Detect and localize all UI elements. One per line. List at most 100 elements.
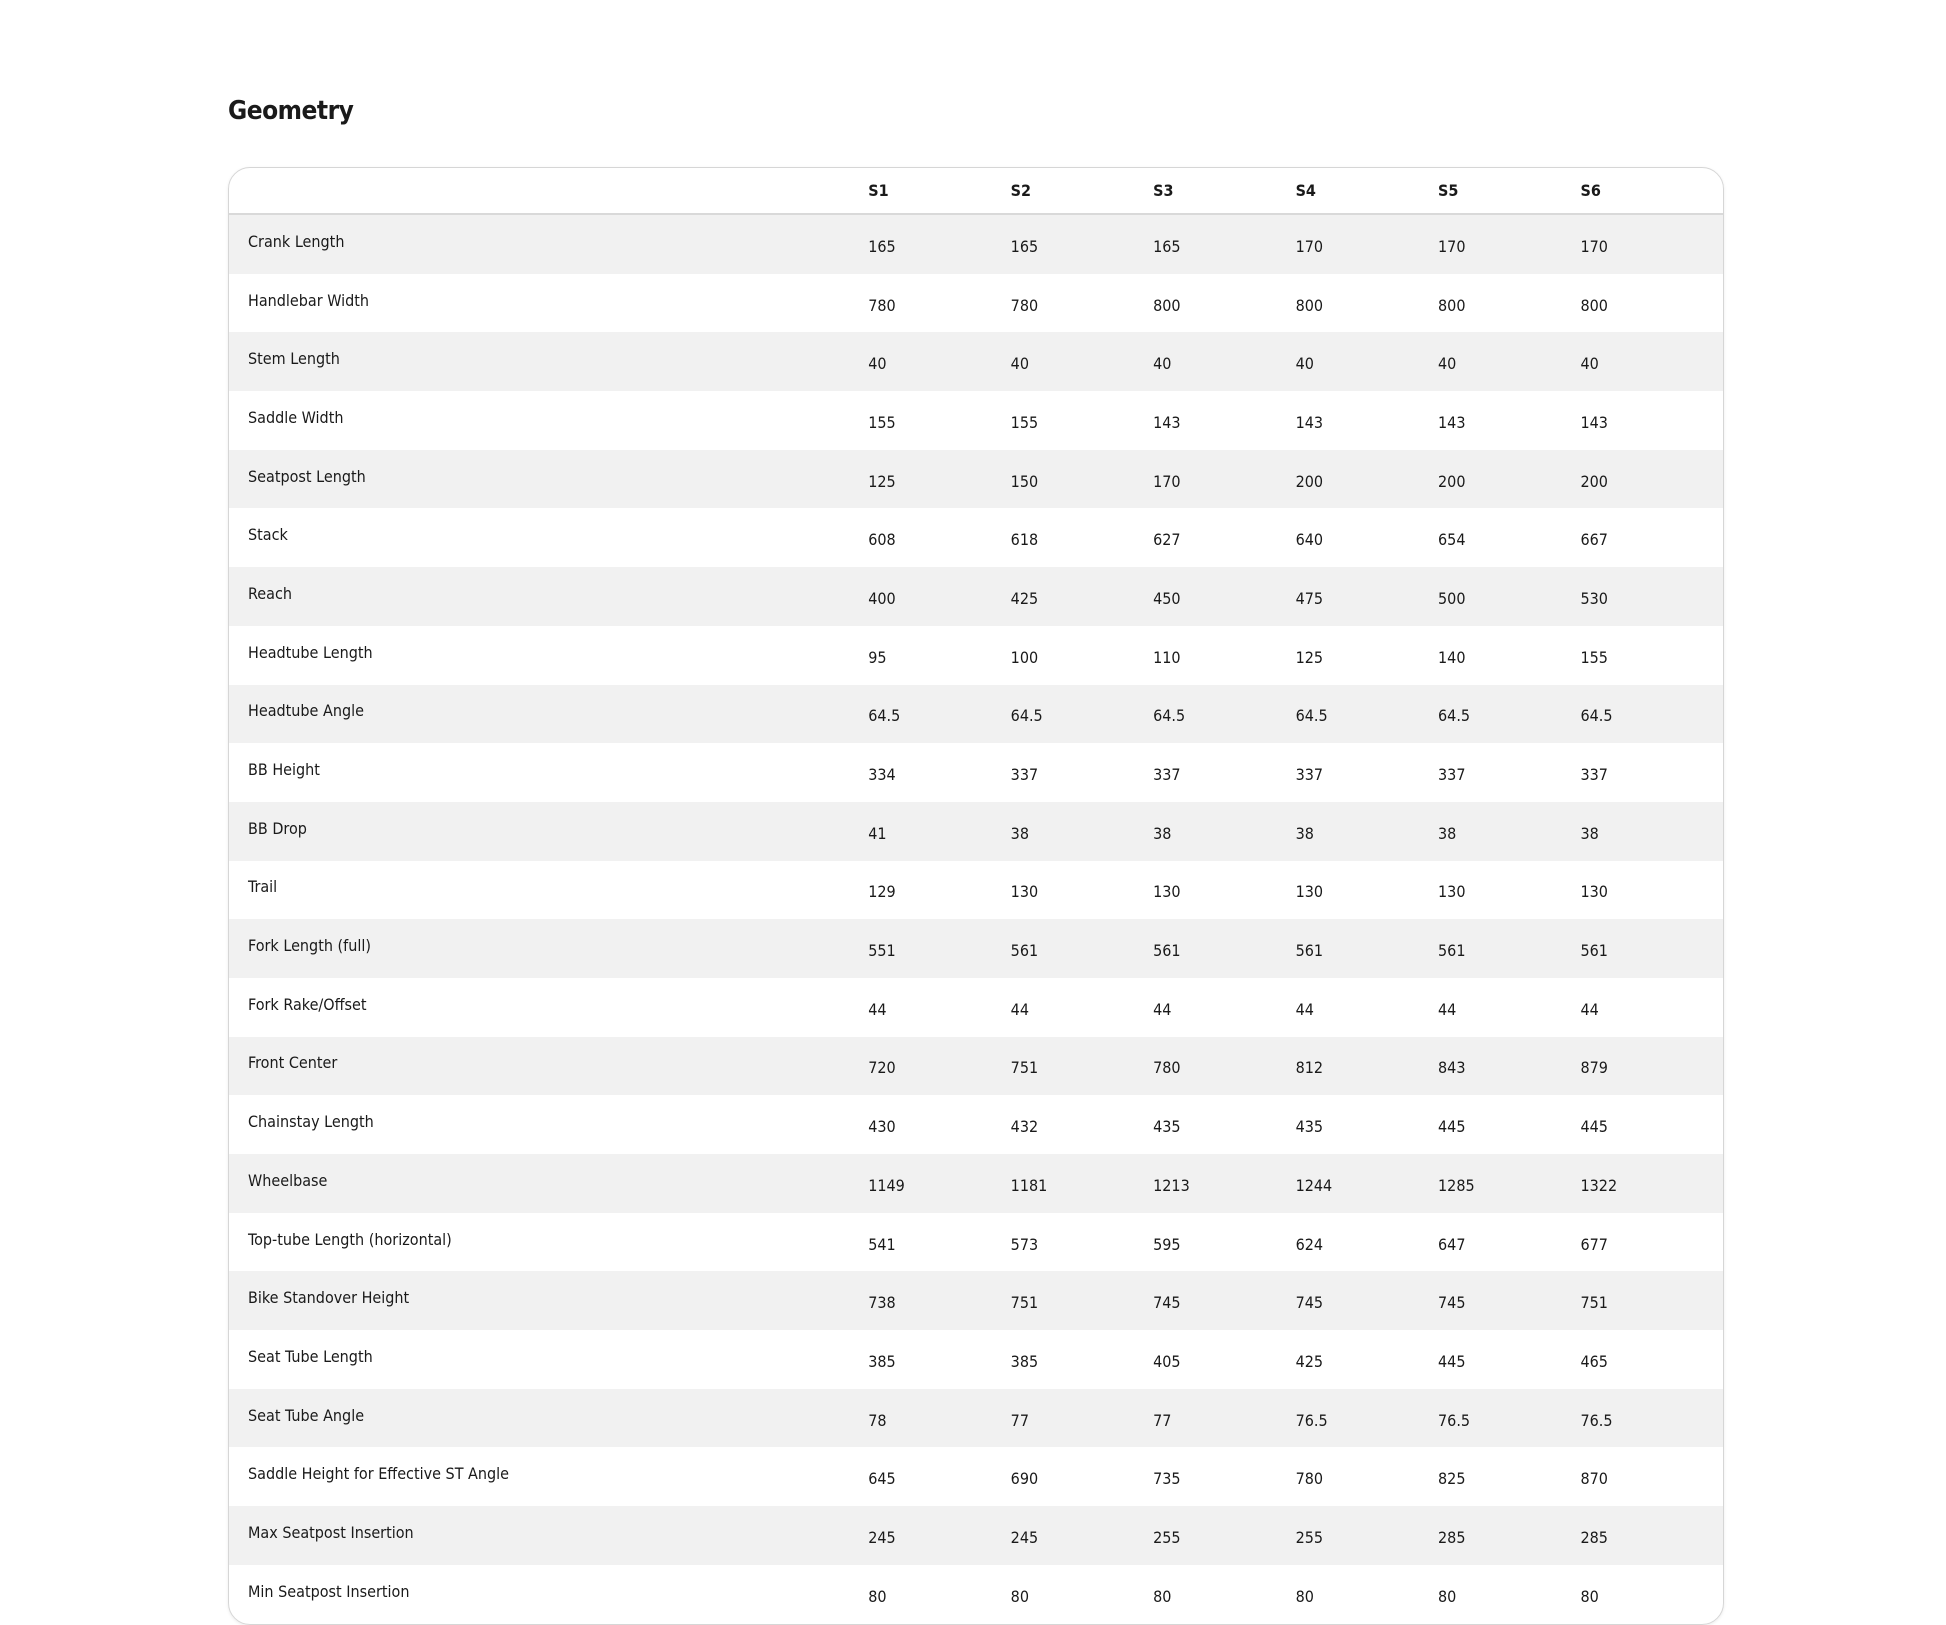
cell-value: 64.5 [1010,684,1154,744]
row-label: Chainstay Length [248,1112,374,1132]
row-label: Max Seatpost Insertion [229,1506,869,1565]
cell-value: 450 [1153,567,1296,626]
cell-value: 654 [1438,530,1466,550]
cell-value: 1149 [868,1154,1011,1213]
table-row: Stem Length 40 40 40 40 40 40 [229,332,1723,392]
row-label: Front Center [229,1036,869,1096]
cell-value: 751 [1010,1036,1154,1096]
cell-value: 780 [868,295,896,315]
cell-value: 445 [1438,1117,1466,1137]
row-label: Seatpost Length [229,449,869,509]
cell-value: 1285 [1438,1154,1581,1213]
cell-value: 140 [1438,647,1466,667]
cell-value: 1244 [1295,1154,1439,1213]
cell-value: 432 [1010,1117,1039,1137]
table-row: Headtube Length 95 100 110 125 140 155 [229,626,1723,685]
cell-value: 38 [1295,801,1439,861]
cell-value: 825 [1438,1469,1466,1489]
cell-value: 77 [1153,1388,1296,1448]
table-row: Crank Length 165 165 165 170 170 170 [229,214,1723,274]
row-label: BB Drop [229,801,869,861]
cell-value: 465 [1580,1351,1608,1371]
cell-value: 812 [1295,1036,1439,1096]
cell-value: 110 [1153,647,1181,667]
column-header-s4: S4 [1295,168,1439,215]
cell-value: 155 [868,412,896,432]
cell-value: 425 [1010,567,1154,626]
cell-value: 800 [1153,295,1181,315]
cell-value: 618 [1010,530,1039,550]
cell-value: 76.5 [1438,1388,1581,1448]
cell-value: 385 [868,1351,896,1371]
cell-value: 150 [1010,449,1154,509]
cell-value: 40 [1295,332,1439,392]
cell-value: 129 [868,882,896,902]
row-label: Headtube Angle [229,684,869,744]
cell-value: 738 [868,1271,1011,1331]
table-row: Bike Standover Height 738 751 745 745 745 751 [229,1271,1723,1331]
cell-value: 337 [1010,765,1039,785]
cell-value: 780 [1295,1469,1324,1489]
cell-value: 690 [1010,1469,1039,1489]
cell-value: 879 [1580,1036,1723,1096]
cell-value: 624 [1295,1234,1324,1254]
cell-value: 38 [1010,801,1154,861]
column-header-s5: S5 [1438,168,1581,215]
row-label: Seat Tube Angle [229,1388,869,1448]
cell-value: 1181 [1010,1154,1154,1213]
cell-value: 170 [1438,214,1581,274]
table-header-row: S1 S2 S3 S4 S5 S6 [229,168,1723,215]
cell-value: 337 [1580,765,1608,785]
cell-value: 38 [1438,801,1581,861]
cell-value: 170 [1580,214,1723,274]
cell-value: 255 [1295,1506,1439,1565]
cell-value: 78 [868,1388,1011,1448]
cell-value: 561 [1010,919,1154,978]
cell-value: 165 [1153,214,1296,274]
cell-value: 245 [868,1506,1011,1565]
cell-value: 76.5 [1295,1388,1439,1448]
cell-value: 125 [868,449,1011,509]
cell-value: 595 [1153,1234,1181,1254]
row-label: Crank Length [229,214,869,274]
cell-value: 445 [1438,1351,1466,1371]
cell-value: 337 [1438,765,1466,785]
cell-value: 405 [1153,1351,1181,1371]
cell-value: 40 [1438,332,1581,392]
cell-value: 44 [868,999,887,1019]
table-row: Fork Rake/Offset 44 44 44 44 44 44 [229,978,1723,1037]
cell-value: 130 [1580,882,1608,902]
table-row: BB Height 334 337 337 337 337 337 [229,743,1723,802]
cell-value: 255 [1153,1506,1296,1565]
row-label: Bike Standover Height [229,1271,869,1331]
cell-value: 337 [1153,765,1181,785]
table-row: Seat Tube Length 385 385 405 425 445 465 [229,1330,1723,1389]
cell-value: 1213 [1153,1154,1296,1213]
cell-value: 64.5 [1153,684,1296,744]
cell-value: 435 [1295,1117,1324,1137]
cell-value: 41 [868,801,1011,861]
row-label: Wheelbase [229,1154,869,1213]
cell-value: 165 [1010,214,1154,274]
cell-value: 285 [1580,1506,1723,1565]
cell-value: 843 [1438,1036,1581,1096]
cell-value: 130 [1438,882,1466,902]
row-label: Saddle Height for Effective ST Angle [248,1464,510,1484]
cell-value: 100 [1010,647,1039,667]
cell-value: 130 [1295,882,1324,902]
table-row: Top-tube Length (horizontal) 541 573 595 624… [229,1213,1723,1272]
cell-value: 200 [1438,449,1581,509]
row-label: Reach [229,567,869,626]
cell-value: 445 [1580,1117,1608,1137]
cell-value: 143 [1295,412,1324,432]
row-label: Seat Tube Length [248,1346,373,1366]
cell-value: 800 [1580,295,1608,315]
cell-value: 745 [1438,1271,1581,1331]
table-row: Front Center 720 751 780 812 843 879 [229,1036,1723,1096]
table-row: Fork Length (full) 551 561 561 561 561 561 [229,919,1723,978]
cell-value: 751 [1010,1271,1154,1331]
cell-value: 64.5 [1295,684,1439,744]
cell-value: 735 [1153,1469,1181,1489]
cell-value: 38 [1153,801,1296,861]
row-label: Headtube Length [248,642,373,662]
